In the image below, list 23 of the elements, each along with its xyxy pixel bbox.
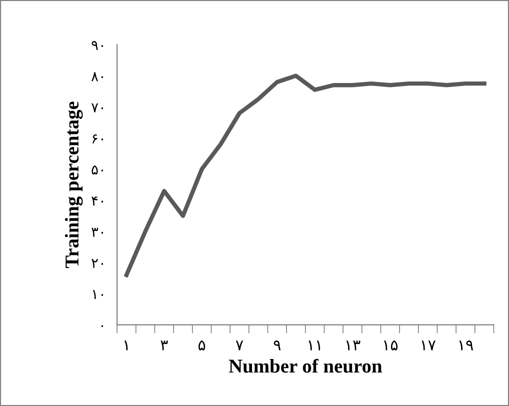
y-tick-label: ۴۰	[92, 196, 103, 206]
x-tick-label: ۵	[198, 340, 206, 350]
x-axis-title: Number of neuron	[228, 358, 382, 373]
x-tick-label: ۱۹	[459, 340, 474, 350]
y-tick-label: ۵۰	[92, 166, 103, 175]
y-axis-title: Training percentage	[64, 102, 83, 268]
x-tick-label: ۱۵	[384, 340, 398, 350]
y-tick-label: ۰	[101, 325, 103, 328]
y-tick-label: ۳۰	[92, 228, 103, 237]
x-tick-label: ۳	[160, 340, 168, 350]
x-tick-label: ۱۷	[422, 340, 436, 350]
y-tick-label: ۲۰	[92, 259, 103, 268]
x-tick-label: ۱	[124, 340, 128, 350]
y-tick-label: ۶۰	[92, 134, 103, 144]
x-tick-label: ۷	[236, 340, 244, 350]
x-tick-label: ۱۳	[346, 340, 360, 350]
x-tick-label: ۱۱	[308, 340, 320, 350]
y-tick-label: ۷۰	[91, 103, 103, 112]
y-tick-label: ۸۰	[91, 72, 103, 82]
y-tick-label: ۱۰	[92, 290, 103, 299]
line-series	[124, 74, 486, 278]
x-tick-label: ۹	[274, 340, 281, 350]
y-tick-label: ۹۰	[92, 41, 103, 50]
